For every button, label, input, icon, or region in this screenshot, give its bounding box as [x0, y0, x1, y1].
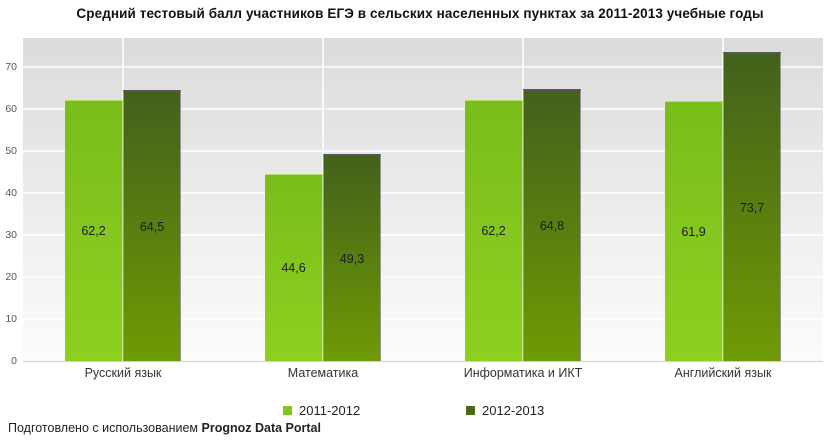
- bar-value-label: 61,9: [681, 224, 706, 239]
- bar-2011-2012-Математика[interactable]: 44,6: [265, 174, 323, 361]
- bar-2012-2013-Математика[interactable]: 49,3: [323, 154, 381, 361]
- y-axis: 0 10 20 30 40 50 60 70: [0, 38, 17, 367]
- y-axis-label: 50: [5, 145, 17, 158]
- y-axis-label: 40: [5, 187, 17, 200]
- legend-label: 2012-2013: [482, 402, 545, 418]
- bar-2012-2013-Русский язык[interactable]: 64,5: [123, 90, 181, 361]
- legend-swatch-2011-2012-icon: [283, 405, 292, 415]
- bar-2012-2013-Информатика и ИКТ[interactable]: 64,8: [523, 89, 581, 361]
- gridline-horizontal: [23, 66, 823, 69]
- x-axis: Русский язык Математика Информатика и ИКТ А…: [23, 366, 823, 384]
- bar-value-label: 44,6: [281, 261, 306, 275]
- legend-label: 2011-2012: [299, 402, 361, 418]
- y-axis-label: 10: [5, 313, 17, 326]
- bar-2011-2012-Русский язык[interactable]: 62,2: [65, 100, 123, 361]
- y-axis-label: 30: [5, 229, 17, 242]
- x-axis-label-Математика: Математика: [287, 366, 359, 380]
- footer-brand: Prognoz Data Portal: [201, 421, 321, 435]
- y-axis-label: 70: [5, 61, 17, 74]
- bar-2011-2012-Английский язык[interactable]: 61,9: [665, 101, 723, 361]
- y-axis-label: 0: [11, 355, 17, 367]
- gridline-horizontal: [23, 150, 823, 153]
- y-axis-label: 60: [5, 103, 17, 116]
- gridline-horizontal: [23, 234, 823, 237]
- footer-attribution: Подготовлено с использованием Prognoz Da…: [8, 421, 321, 435]
- legend-item-2012-2013[interactable]: 2012-2013: [466, 402, 544, 418]
- footer-prefix: Подготовлено с использованием: [8, 421, 202, 435]
- gridline-horizontal: [23, 192, 823, 195]
- gridline-horizontal: [23, 108, 823, 111]
- chart-title: Средний тестовый балл участников ЕГЭ в с…: [76, 6, 764, 21]
- gridline-horizontal: [23, 318, 823, 321]
- legend-swatch-2012-2013-icon: [466, 405, 475, 415]
- x-axis-label-Русский язык: Русский язык: [84, 366, 162, 380]
- bar-value-label: 49,3: [339, 251, 365, 266]
- bar-value-label: 73,7: [739, 200, 765, 215]
- bar-value-label: 64,8: [539, 219, 565, 233]
- bar-value-label: 64,5: [139, 219, 165, 234]
- plot-area: 62,2 44,6 62,2 61,9 64,5 49,3 64,8 73,7: [23, 38, 823, 362]
- x-axis-label-Информатика и ИКТ: Информатика и ИКТ: [463, 366, 583, 380]
- bar-value-label: 62,2: [81, 224, 106, 238]
- bar-2012-2013-Английский язык[interactable]: 73,7: [723, 52, 781, 361]
- bar-2011-2012-Информатика и ИКТ[interactable]: 62,2: [465, 100, 523, 361]
- gridline-horizontal: [23, 276, 823, 279]
- bar-value-label: 62,2: [481, 224, 506, 238]
- legend-item-2011-2012[interactable]: 2011-2012: [283, 402, 360, 418]
- y-axis-label: 20: [5, 271, 17, 284]
- x-axis-label-Английский язык: Английский язык: [674, 366, 772, 380]
